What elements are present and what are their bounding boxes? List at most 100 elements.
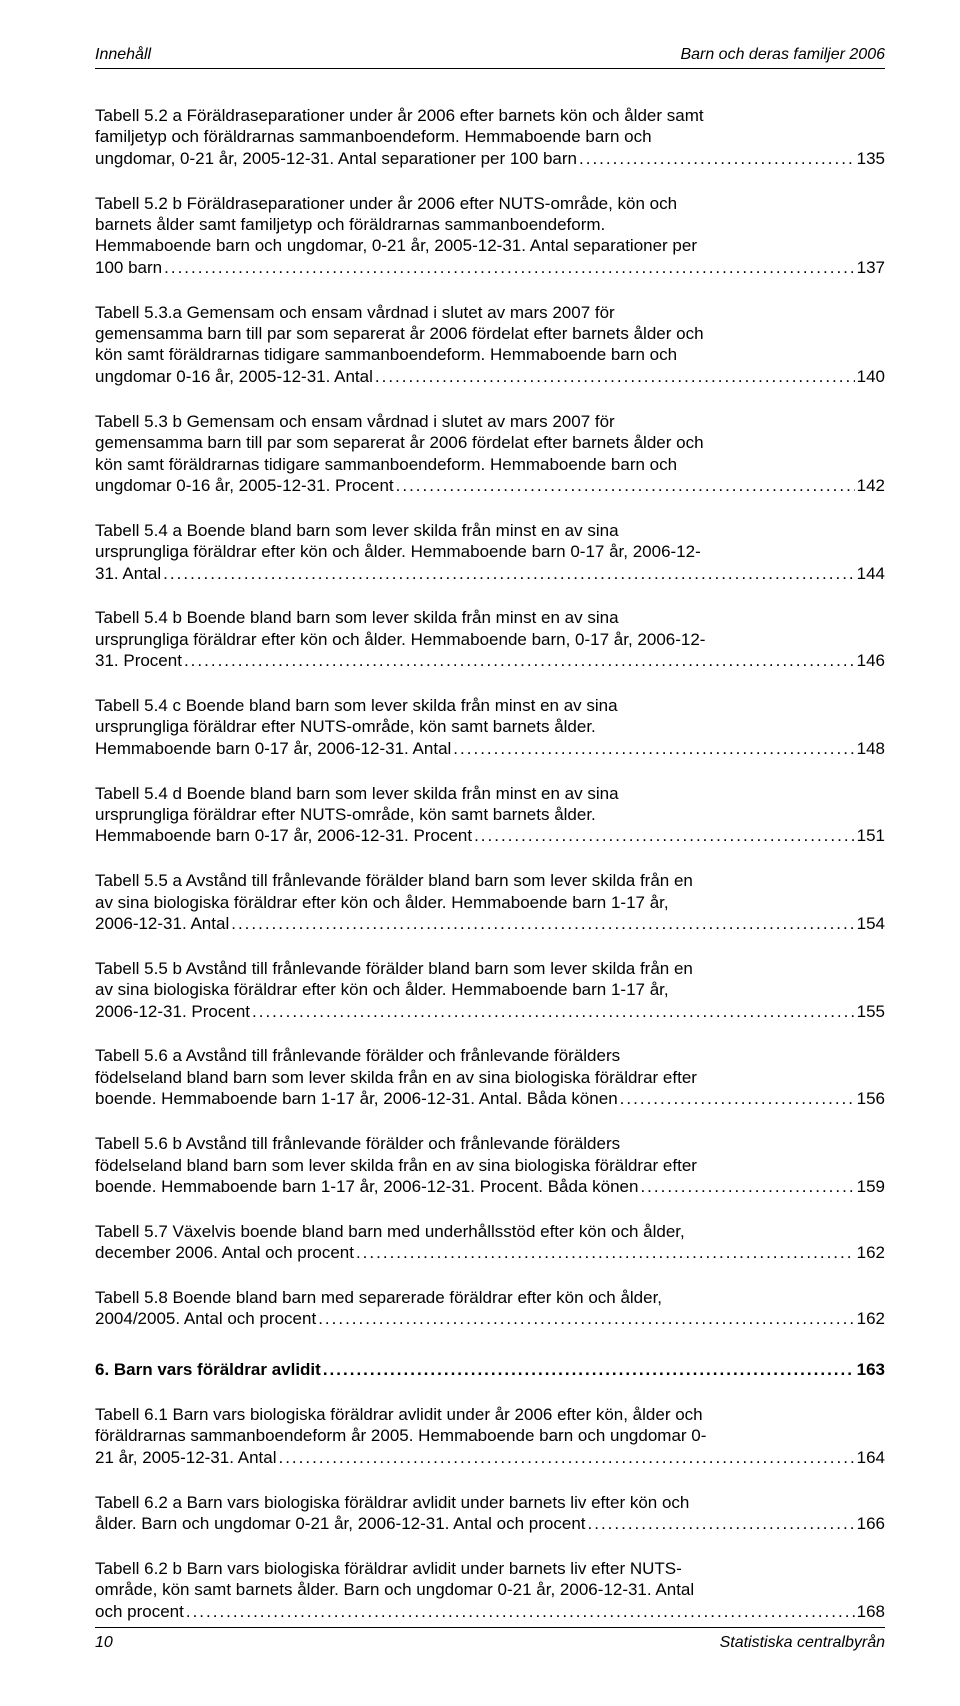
toc-dots: ........................................… [318,1308,854,1329]
toc-entry: Tabell 5.4 a Boende bland barn som lever… [95,520,885,606]
toc-entry-line: ursprungliga föräldrar efter kön och åld… [95,629,885,650]
toc-entry-text: boende. Hemmaboende barn 1-17 år, 2006-1… [95,1088,618,1109]
toc-entry-line: Tabell 5.7 Växelvis boende bland barn me… [95,1221,885,1242]
toc-entry-text: december 2006. Antal och procent [95,1242,354,1263]
toc-page-number: 148 [857,738,885,759]
toc-dots: ........................................… [323,1359,855,1380]
toc-entry-line: av sina biologiska föräldrar efter kön o… [95,892,885,913]
page-header: Innehåll Barn och deras familjer 2006 [95,46,885,69]
toc-entry-line: Tabell 5.6 a Avstånd till frånlevande fö… [95,1045,885,1066]
toc-entry-last-line: 2006-12-31. Antal.......................… [95,913,885,934]
toc-entry-last-line: boende. Hemmaboende barn 1-17 år, 2006-1… [95,1088,885,1109]
toc-entry-line: ursprungliga föräldrar efter kön och åld… [95,541,885,562]
toc-entry-line: Tabell 5.4 c Boende bland barn som lever… [95,695,885,716]
toc-entry-last-line: 31. Antal...............................… [95,563,885,584]
toc-entry-line: föräldrarnas sammanboendeform år 2005. H… [95,1425,885,1446]
toc-entry-text: och procent [95,1601,184,1622]
toc-entry-line: område, kön samt barnets ålder. Barn och… [95,1579,885,1600]
toc-entry-line: Tabell 6.2 b Barn vars biologiska föräld… [95,1558,885,1579]
toc-entry-line: barnets ålder samt familjetyp och föräld… [95,214,885,235]
toc-entry-last-line: boende. Hemmaboende barn 1-17 år, 2006-1… [95,1176,885,1197]
toc-entry: Tabell 5.2 b Föräldraseparationer under … [95,193,885,300]
toc-entry-line: av sina biologiska föräldrar efter kön o… [95,979,885,1000]
toc-entry: Tabell 5.6 b Avstånd till frånlevande fö… [95,1133,885,1219]
toc-dots: ........................................… [375,366,855,387]
toc-page-number: 142 [857,475,885,496]
toc-entry: Tabell 5.5 b Avstånd till frånlevande fö… [95,958,885,1044]
toc-entry: Tabell 5.5 a Avstånd till frånlevande fö… [95,870,885,956]
toc-entry-text: ungdomar 0-16 år, 2005-12-31. Antal [95,366,373,387]
toc-entry-last-line: 2006-12-31. Procent.....................… [95,1001,885,1022]
toc-entry-line: Tabell 5.4 a Boende bland barn som lever… [95,520,885,541]
toc-dots: ........................................… [356,1242,855,1263]
toc-entry-text: 2006-12-31. Procent [95,1001,250,1022]
toc-entry-last-line: 100 barn................................… [95,257,885,278]
toc-entry-text: 31. Procent [95,650,182,671]
toc-entry-line: ursprungliga föräldrar efter NUTS-område… [95,716,885,737]
toc-entry-last-line: ungdomar, 0-21 år, 2005-12-31. Antal sep… [95,148,885,169]
toc-page-number: 164 [857,1447,885,1468]
toc-entry-line: Hemmaboende barn och ungdomar, 0-21 år, … [95,235,885,256]
toc-entry-line: Tabell 5.6 b Avstånd till frånlevande fö… [95,1133,885,1154]
header-right-label: Barn och deras familjer 2006 [680,46,885,64]
toc-entry-text: 21 år, 2005-12-31. Antal [95,1447,276,1468]
toc-dots: ........................................… [186,1601,855,1622]
toc-entry-last-line: ungdomar 0-16 år, 2005-12-31. Antal.....… [95,366,885,387]
toc-entry-last-line: december 2006. Antal och procent........… [95,1242,885,1263]
toc-entry-line: Tabell 5.8 Boende bland barn med separer… [95,1287,885,1308]
toc-entry-line: Tabell 5.2 a Föräldraseparationer under … [95,105,885,126]
toc-entry-line: kön samt föräldrarnas tidigare sammanboe… [95,454,885,475]
toc-entry-line: Tabell 6.2 a Barn vars biologiska föräld… [95,1492,885,1513]
toc-dots: ........................................… [396,475,855,496]
toc-entry: Tabell 5.6 a Avstånd till frånlevande fö… [95,1045,885,1131]
toc-entry-text: boende. Hemmaboende barn 1-17 år, 2006-1… [95,1176,638,1197]
footer-page-number: 10 [95,1634,113,1652]
toc-entry-text: 6. Barn vars föräldrar avlidit [95,1359,321,1380]
toc-entry-last-line: 31. Procent.............................… [95,650,885,671]
toc-entry-text: 2004/2005. Antal och procent [95,1308,316,1329]
toc-entry-line: födelseland bland barn som lever skilda … [95,1067,885,1088]
toc-entry: 6. Barn vars föräldrar avlidit..........… [95,1359,885,1402]
toc-entry-text: 2006-12-31. Antal [95,913,229,934]
toc-entry-last-line: Hemmaboende barn 0-17 år, 2006-12-31. An… [95,738,885,759]
toc-entry-last-line: Hemmaboende barn 0-17 år, 2006-12-31. Pr… [95,825,885,846]
toc-entry-last-line: ålder. Barn och ungdomar 0-21 år, 2006-1… [95,1513,885,1534]
toc-entry-text: ålder. Barn och ungdomar 0-21 år, 2006-1… [95,1513,586,1534]
toc-dots: ........................................… [184,650,855,671]
toc-page-number: 162 [857,1242,885,1263]
toc-page-number: 155 [857,1001,885,1022]
toc-dots: ........................................… [620,1088,855,1109]
toc-entry-text: 100 barn [95,257,162,278]
toc-entry: Tabell 6.1 Barn vars biologiska föräldra… [95,1404,885,1490]
toc-entry-line: gemensamma barn till par som separerat å… [95,323,885,344]
toc-entry-line: Tabell 5.3 b Gemensam och ensam vårdnad … [95,411,885,432]
page-footer: 10 Statistiska centralbyrån [95,1627,885,1652]
toc-dots: ........................................… [163,563,854,584]
toc-entry-line: Tabell 5.4 b Boende bland barn som lever… [95,607,885,628]
toc-dots: ........................................… [278,1447,854,1468]
toc-page-number: 154 [857,913,885,934]
toc-entry-last-line: 2004/2005. Antal och procent............… [95,1308,885,1329]
toc-page-number: 168 [857,1601,885,1622]
toc-entry-last-line: 6. Barn vars föräldrar avlidit..........… [95,1359,885,1380]
toc-entry-line: Tabell 5.2 b Föräldraseparationer under … [95,193,885,214]
toc-page-number: 140 [857,366,885,387]
toc-entry-line: kön samt föräldrarnas tidigare sammanboe… [95,344,885,365]
toc-entry-text: ungdomar 0-16 år, 2005-12-31. Procent [95,475,394,496]
toc-page-number: 144 [857,563,885,584]
toc-page-number: 166 [857,1513,885,1534]
toc-entry-text: ungdomar, 0-21 år, 2005-12-31. Antal sep… [95,148,577,169]
toc-entry-text: 31. Antal [95,563,161,584]
toc-page-number: 159 [857,1176,885,1197]
toc-dots: ........................................… [453,738,854,759]
toc-entry-line: födelseland bland barn som lever skilda … [95,1155,885,1176]
toc-entry-line: Tabell 5.3.a Gemensam och ensam vårdnad … [95,302,885,323]
toc-entry: Tabell 5.3 b Gemensam och ensam vårdnad … [95,411,885,518]
toc-entry-line: gemensamma barn till par som separerat å… [95,432,885,453]
toc-entry-line: ursprungliga föräldrar efter NUTS-område… [95,804,885,825]
toc-entry: Tabell 6.2 a Barn vars biologiska föräld… [95,1492,885,1556]
toc-dots: ........................................… [231,913,854,934]
toc-page-number: 137 [857,257,885,278]
table-of-contents: Tabell 5.2 a Föräldraseparationer under … [95,105,885,1643]
toc-dots: ........................................… [579,148,855,169]
